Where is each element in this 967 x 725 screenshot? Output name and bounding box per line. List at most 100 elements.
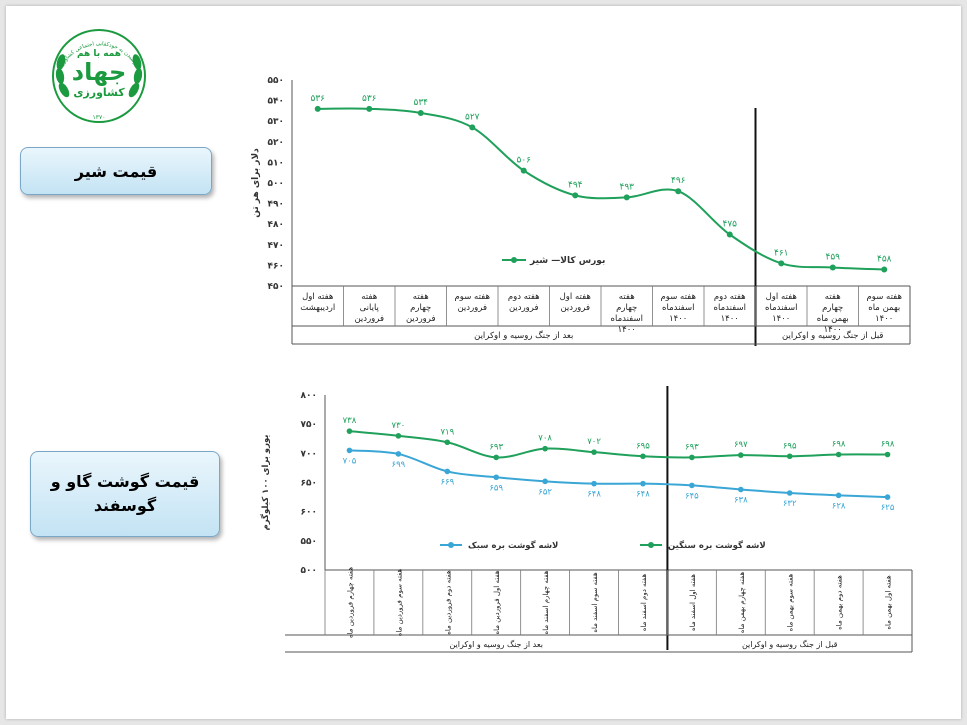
legend-label: لاشه گوشت بره سنگین [668, 540, 766, 551]
y-tick-label: ۵۱۰ [268, 158, 284, 168]
group-label: بعد از جنگ روسیه و اوکراین [474, 330, 573, 341]
data-label: ۶۹۹ [392, 460, 406, 470]
y-tick-label: ۵۵۰ [268, 76, 284, 86]
data-point [786, 490, 793, 496]
x-category-label: هفته چهارم بهمن ماه ۱۴۰۰ [817, 292, 849, 335]
data-label: ۴۶۱ [774, 248, 789, 258]
x-category-label: هفته اول اسفندماه ۱۴۰۰ [765, 292, 797, 324]
x-category-label: هفته چهارم اسفند ماه [542, 570, 550, 634]
data-point [493, 474, 500, 481]
data-point [726, 231, 733, 238]
data-point [778, 260, 785, 267]
x-category-label: هفته چهارم بهمن ماه [738, 572, 746, 634]
data-label: ۴۷۵ [722, 220, 737, 230]
x-category-label: هفته چهارم فروردین ماه [346, 567, 354, 638]
x-category-label: هفته اول بهمن ماه [885, 575, 893, 630]
legend-marker [511, 257, 517, 263]
data-label: ۴۵۸ [877, 255, 892, 265]
data-point [884, 494, 891, 500]
data-point [493, 454, 500, 461]
y-tick-label: ۴۶۰ [268, 261, 284, 271]
data-point [520, 167, 527, 174]
data-point [366, 105, 373, 112]
data-label: ۶۳۲ [783, 499, 797, 509]
data-label: ۶۳۸ [734, 496, 748, 506]
slide [6, 6, 961, 719]
y-tick-label: ۸۰۰ [301, 391, 317, 401]
data-point [737, 486, 744, 493]
x-category-label: هفته سوم بهمن ماه ۱۴۰۰ [867, 292, 902, 324]
y-axis-title: یورو برای ۱۰۰ کیلوگرم [260, 434, 271, 530]
data-point [591, 449, 597, 455]
logo-main-text: جهاد [72, 58, 126, 86]
data-label: ۶۹۵ [636, 441, 650, 451]
data-point [737, 452, 744, 458]
x-category-label: هفته سوم بهمن ماه [787, 573, 795, 631]
data-label: ۷۱۹ [440, 427, 454, 437]
data-point [881, 266, 888, 273]
data-label: ۶۹۸ [881, 440, 895, 450]
series-line-light-lamb [349, 449, 888, 499]
x-category-label: هفته اول اسفند ماه [689, 574, 697, 631]
logo-top-text: همه با هم [77, 49, 121, 59]
y-tick-label: ۵۲۰ [268, 138, 284, 148]
y-tick-label: ۵۰۰ [268, 179, 284, 189]
data-label: ۶۹۳ [489, 442, 503, 452]
data-label: ۶۹۸ [832, 440, 846, 450]
data-point [835, 451, 842, 458]
data-point [444, 439, 451, 446]
data-label: ۵۳۶ [310, 94, 325, 104]
data-point [884, 451, 891, 458]
data-point [444, 468, 451, 475]
data-point [829, 264, 836, 271]
y-tick-label: ۴۷۰ [268, 241, 284, 251]
data-label: ۶۹۳ [685, 442, 699, 452]
data-label: ۶۹۷ [734, 440, 748, 450]
milk-price-chart: ۴۵۰ ۴۶۰ ۴۷۰ ۴۸۰ ۴۹۰ ۵۰۰ ۵۱۰ ۵۲۰ ۵۳۰ ۵۴۰ ۵۵۰ دلار بر… [251, 76, 911, 346]
data-point [542, 478, 548, 485]
data-point [835, 492, 842, 499]
y-tick-label: ۵۵۰ [301, 537, 317, 547]
y-tick-label: ۵۰۰ [301, 566, 317, 576]
data-point [572, 192, 579, 199]
logo: تا رسیدن به خودکفایی اجتماعی کشاورزی همه… [52, 29, 146, 123]
data-label: ۶۵۹ [489, 483, 503, 493]
y-tick-label: ۷۵۰ [301, 420, 317, 430]
data-label: ۵۳۶ [362, 94, 377, 104]
data-label: ۷۰۲ [587, 437, 601, 447]
x-category-label: هفته پایانی فروردین [354, 292, 384, 324]
data-label: ۶۹۵ [783, 441, 797, 451]
x-category-label: هفته سوم فروردین [455, 292, 490, 313]
x-category-label: هفته اول فروردین ماه [493, 570, 501, 634]
data-point [640, 453, 646, 460]
data-point [786, 453, 793, 460]
x-category-label: هفته سوم اسفند ماه [591, 572, 599, 633]
x-category-label: هفته چهارم فروردین [406, 292, 436, 324]
legend-marker [448, 542, 454, 548]
milk-price-label: قیمت شیر [20, 147, 212, 195]
data-point [346, 447, 353, 454]
data-label: ۴۹۶ [671, 176, 686, 186]
group-label: بعد از جنگ روسیه و اوکراین [449, 639, 542, 649]
series-line-heavy-lamb [349, 430, 888, 459]
data-point [469, 124, 476, 131]
x-category-label: هفته اول فروردین [560, 292, 591, 313]
y-tick-label: ۷۰۰ [301, 449, 317, 459]
data-label: ۴۹۴ [568, 180, 583, 190]
data-point [346, 428, 353, 434]
data-point [640, 480, 646, 487]
x-category-label: هفته دوم اسفندماه ۱۴۰۰ [714, 292, 746, 324]
y-tick-label: ۶۰۰ [301, 508, 317, 518]
legend-label: بورس کالا— شیر [529, 256, 605, 266]
x-category-label: هفته سوم اسفندماه ۱۴۰۰ [661, 292, 696, 324]
data-label: ۴۵۹ [825, 252, 840, 262]
data-point [395, 433, 402, 439]
data-label: ۶۲۸ [832, 501, 846, 511]
logo-sub-text: کشاورزی [73, 86, 125, 99]
legend-label: لاشه گوشت بره سبک [468, 540, 558, 551]
y-axis-title: دلار برای هر تن [251, 148, 261, 218]
data-label: ۴۹۳ [619, 182, 634, 192]
data-label: ۷۳۰ [392, 421, 406, 431]
y-tick-label: ۴۸۰ [268, 220, 284, 230]
data-label: ۶۶۹ [440, 477, 454, 487]
